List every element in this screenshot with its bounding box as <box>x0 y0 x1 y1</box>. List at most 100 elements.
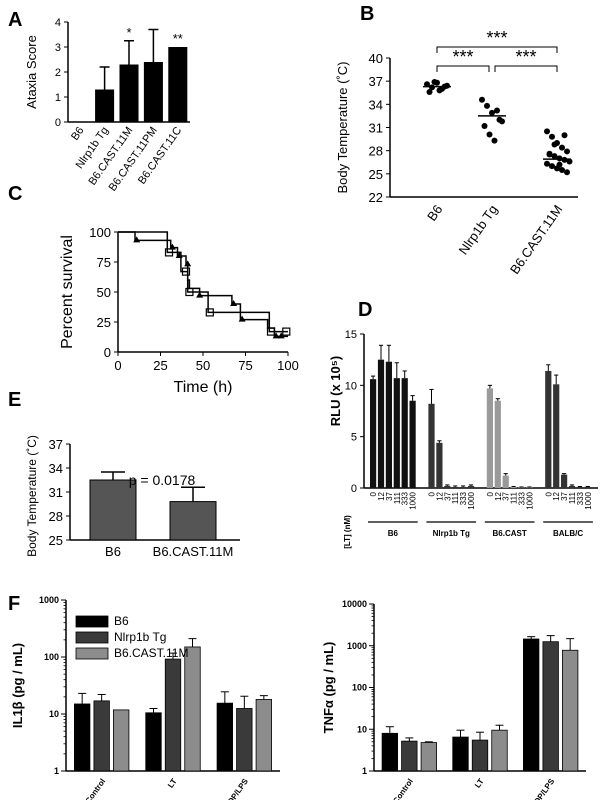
data-point <box>496 116 503 123</box>
y-tick-label: 40 <box>369 51 383 66</box>
y-tick-label: 25 <box>49 533 63 548</box>
y-tick-label: 25 <box>97 315 111 330</box>
dose-label: 37 <box>443 491 452 500</box>
bar <box>381 732 398 772</box>
y-tick-label: 10 <box>49 709 59 719</box>
y-tick-label: 15 <box>345 329 357 341</box>
data-point <box>559 144 565 151</box>
censor-triangle <box>277 332 285 339</box>
data-point <box>436 87 443 94</box>
bar <box>523 638 540 772</box>
y-tick-label: 1 <box>54 766 59 776</box>
bar <box>467 485 475 488</box>
x-tick-label: 75 <box>238 358 252 373</box>
data-point <box>551 153 558 160</box>
bar <box>168 47 188 122</box>
bar <box>510 486 517 488</box>
panel-label-b: B <box>360 3 374 25</box>
dose-label: 12 <box>377 491 386 500</box>
bar <box>370 379 377 488</box>
bar <box>401 740 418 772</box>
dose-label: 1000 <box>525 491 534 509</box>
bar <box>143 62 163 122</box>
group-label: Nlrp1b Tg <box>433 529 470 538</box>
dose-label: 0 <box>428 491 437 496</box>
significance-label: *** <box>486 28 507 48</box>
panel-label-c: C <box>8 183 22 205</box>
bar <box>584 486 591 488</box>
x-axis-title: [LT] (nM) <box>343 515 352 549</box>
dose-label: 1000 <box>409 491 418 509</box>
category-label: Nlrp1b Tg <box>456 202 501 257</box>
bar <box>491 729 508 772</box>
bar <box>255 699 272 772</box>
dose-label: 333 <box>459 491 468 505</box>
dose-label: 0 <box>486 491 495 496</box>
y-tick-label: 1000 <box>347 641 367 651</box>
censor-triangle <box>238 315 246 322</box>
data-point <box>561 132 568 139</box>
censor-triangle <box>168 243 176 250</box>
bar <box>113 709 130 772</box>
x-tick-label: 25 <box>153 358 167 373</box>
data-point <box>544 128 550 135</box>
bracket-b6-tg <box>436 65 490 72</box>
dose-label: 111 <box>451 491 460 504</box>
significance-label: ** <box>173 31 183 46</box>
y-axis-title: Body Temperature (˚C) <box>25 435 39 557</box>
bar <box>428 403 435 488</box>
significance-label: *** <box>515 47 536 67</box>
panel-label-d: D <box>358 299 372 321</box>
censor-triangle <box>272 332 280 339</box>
y-tick-label: 22 <box>369 190 383 205</box>
bar <box>452 486 459 488</box>
y-tick-label: 34 <box>369 97 383 112</box>
bar <box>561 474 568 488</box>
x-tick-label: 0 <box>114 358 121 373</box>
bar <box>436 442 443 488</box>
data-point <box>544 160 550 167</box>
y-tick-label: 5 <box>351 432 357 444</box>
significance-label: *** <box>452 47 473 67</box>
bar <box>377 359 385 488</box>
category-label: B6 <box>69 125 87 143</box>
dose-label: 37 <box>560 491 569 500</box>
category-label: Control <box>391 777 415 800</box>
y-tick-label: 1 <box>362 766 367 776</box>
dose-label: 0 <box>544 491 553 496</box>
y-axis-title: Ataxia Score <box>24 35 39 109</box>
y-axis-title: RLU (x 10⁵) <box>328 356 343 426</box>
bar <box>518 487 525 488</box>
group-label: B6 <box>388 529 399 538</box>
data-point <box>424 81 430 88</box>
bar <box>409 400 416 488</box>
dose-label: 333 <box>401 491 410 505</box>
y-axis-title: Percent survival <box>59 235 76 349</box>
bracket-b6-cast <box>436 46 558 53</box>
category-label: Control <box>84 777 108 800</box>
p-value-label: p = 0.0178 <box>129 472 196 488</box>
y-axis-title: TNFα (pg / mL) <box>321 642 336 734</box>
y-tick-label: 10000 <box>342 599 367 609</box>
legend-label: Nlrp1b Tg <box>114 630 166 644</box>
bar <box>486 388 493 488</box>
dose-label: 12 <box>435 491 444 500</box>
bar <box>95 89 115 122</box>
category-label: B6.CAST.11M <box>153 544 234 559</box>
category-label: LT <box>166 777 179 790</box>
y-tick-label: 25 <box>369 167 383 182</box>
bar <box>420 742 437 772</box>
y-tick-label: 1 <box>55 92 61 104</box>
y-tick-label: 0 <box>351 483 357 495</box>
y-tick-label: 0 <box>104 345 111 360</box>
panel-b-chart: 22 25 28 31 34 37 40 Body Temperature (˚C) B6 Nlr… <box>335 28 578 277</box>
category-label: LT <box>473 777 486 790</box>
category-label: MDP/LPS <box>529 776 557 800</box>
y-tick-label: 1000 <box>39 595 59 605</box>
legend-swatch <box>75 615 109 628</box>
bar <box>145 712 162 772</box>
category-label: B6.CAST.11M <box>507 202 566 277</box>
data-point <box>479 96 485 103</box>
legend-swatch <box>75 647 109 660</box>
y-tick-label: 28 <box>49 509 63 524</box>
